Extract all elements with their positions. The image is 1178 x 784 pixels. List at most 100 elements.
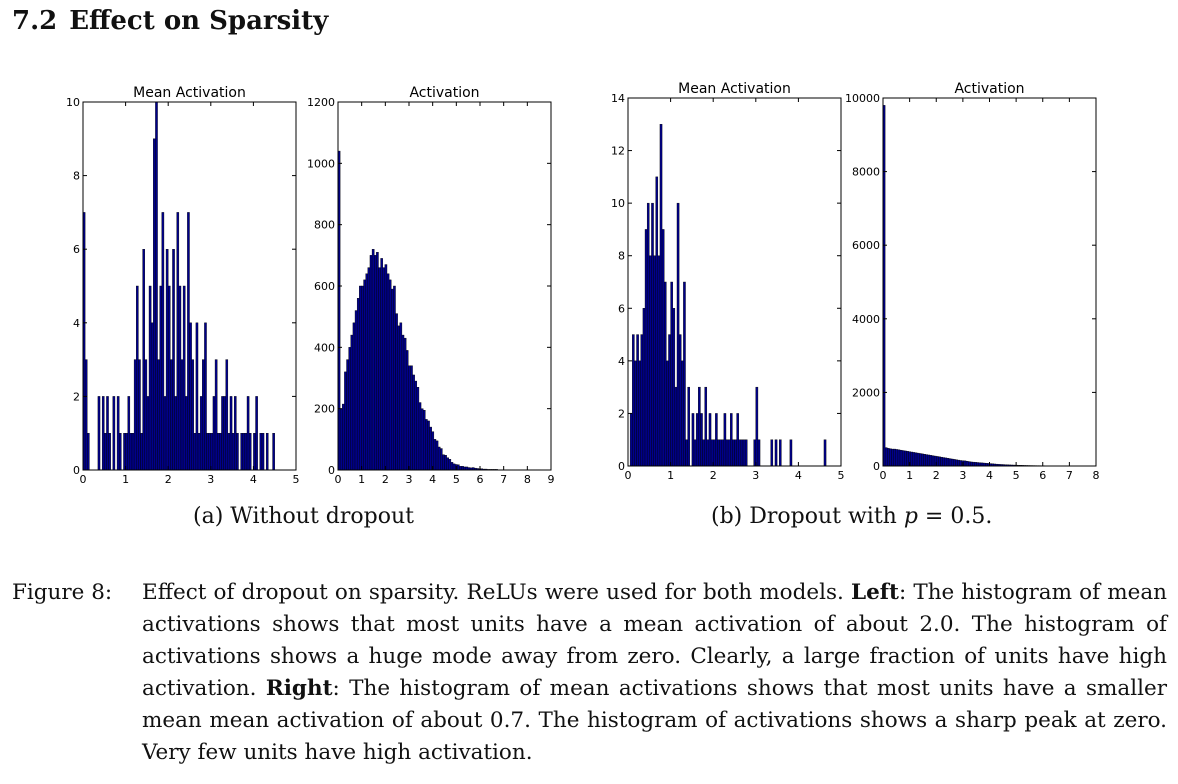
chart-title: Activation (954, 81, 1024, 97)
y-tick-label: 800 (314, 219, 335, 232)
x-tick-label: 9 (548, 473, 555, 486)
histogram-bar (178, 285, 182, 471)
y-tick-label: 2 (73, 390, 80, 403)
histogram-bar (640, 334, 644, 467)
histogram-bar (210, 433, 214, 471)
subcaption-b-variable: p (903, 504, 918, 529)
x-tick-label: 0 (880, 469, 887, 482)
histogram-bar (953, 459, 956, 467)
histogram-bar (142, 248, 145, 471)
x-tick-label: 2 (382, 473, 389, 486)
histogram-bar (348, 347, 351, 471)
section-heading: 7.2 Effect on Sparsity (12, 6, 328, 36)
histogram-bar (974, 462, 977, 467)
histogram-bar (442, 454, 445, 471)
histogram-bar (365, 273, 369, 471)
y-tick-label: 400 (314, 341, 335, 354)
histogram-bar (405, 350, 409, 471)
x-tick-label: 2 (165, 473, 172, 486)
histogram-bar (127, 396, 131, 471)
histogram-bar (938, 456, 941, 467)
histogram-bar (655, 176, 659, 467)
y-tick-label: 10 (66, 96, 80, 109)
histogram-bar (927, 454, 931, 467)
histogram-bar (440, 448, 443, 471)
histogram-bar (649, 255, 652, 467)
histogram-bar (161, 212, 165, 471)
histogram-bar (770, 439, 774, 467)
histogram-bar (738, 439, 742, 467)
histogram-bar (789, 439, 793, 467)
histogram-bar (719, 439, 722, 467)
y-tick-label: 6 (618, 302, 625, 315)
histogram-bar (112, 396, 116, 471)
histogram-bar (674, 386, 678, 467)
chart-title: Mean Activation (678, 81, 791, 97)
histogram-bar (363, 279, 366, 471)
histogram-bar (970, 461, 973, 467)
y-tick-label: 6000 (852, 239, 880, 252)
histogram-bar (942, 457, 945, 467)
section-number: 7.2 (12, 6, 58, 36)
x-tick-label: 4 (986, 469, 993, 482)
histogram-bar (374, 255, 377, 471)
histogram-bar (723, 413, 727, 467)
y-tick-label: 8 (618, 250, 625, 263)
histogram-bar (388, 279, 392, 471)
histogram-bar (248, 433, 252, 471)
x-tick-label: 1 (906, 469, 913, 482)
histogram-bar (457, 464, 460, 471)
histogram-bar (391, 288, 394, 471)
histogram-bar (461, 466, 464, 471)
histogram-bar (259, 433, 263, 471)
histogram-bar (418, 402, 422, 471)
y-tick-label: 0 (618, 460, 625, 473)
histogram-bar (904, 450, 907, 467)
histogram-bar (408, 365, 411, 471)
histogram-bar (97, 396, 101, 471)
histogram-bar (653, 255, 656, 467)
histogram-a-mean-activation: Mean Activation 0 1 2 3 4 5 0 2 4 6 8 10 (66, 85, 300, 486)
histogram-bar (965, 461, 969, 467)
histogram-bar (661, 229, 665, 467)
histogram-bar (950, 458, 954, 467)
y-tick-label: 0 (328, 464, 335, 477)
histogram-bar (444, 455, 447, 471)
caption-part-3: : The histogram of mean activations show… (142, 676, 1167, 765)
histogram-bar (659, 124, 663, 467)
histogram-bar (887, 448, 890, 467)
histogram-bar (144, 359, 148, 471)
x-tick-label: 5 (453, 473, 460, 486)
histogram-bar (176, 212, 180, 471)
histogram-bar (131, 433, 135, 471)
histogram-bar (691, 413, 695, 467)
histogram-bar (676, 202, 680, 467)
histogram-bar (104, 433, 107, 471)
histogram-bar (214, 359, 218, 471)
histogram-bar (670, 281, 673, 467)
histogram-bar (412, 374, 415, 471)
caption-left-label: Left (851, 580, 899, 605)
plot-frame (627, 97, 842, 467)
bars (82, 101, 275, 471)
bars (629, 124, 827, 467)
histogram-bar (708, 413, 712, 467)
histogram-bar (119, 433, 122, 471)
histogram-bar (742, 439, 746, 467)
histogram-bar (342, 403, 345, 471)
y-tick-label: 4 (73, 317, 80, 330)
histogram-bar (923, 454, 926, 467)
x-tick-label: 6 (1039, 469, 1046, 482)
histogram-bar (371, 248, 375, 471)
histogram-bar (116, 396, 120, 471)
y-tick-label: 10 (611, 197, 625, 210)
histogram-bar (416, 387, 420, 471)
histogram-bar (261, 433, 265, 471)
histogram-bar (668, 334, 671, 467)
histogram-bar (221, 396, 224, 471)
histogram-bar (433, 439, 437, 471)
histogram-bar (369, 255, 373, 471)
histogram-bar (427, 420, 430, 471)
x-tick-label: 0 (80, 473, 87, 486)
histogram-bar (376, 252, 379, 471)
